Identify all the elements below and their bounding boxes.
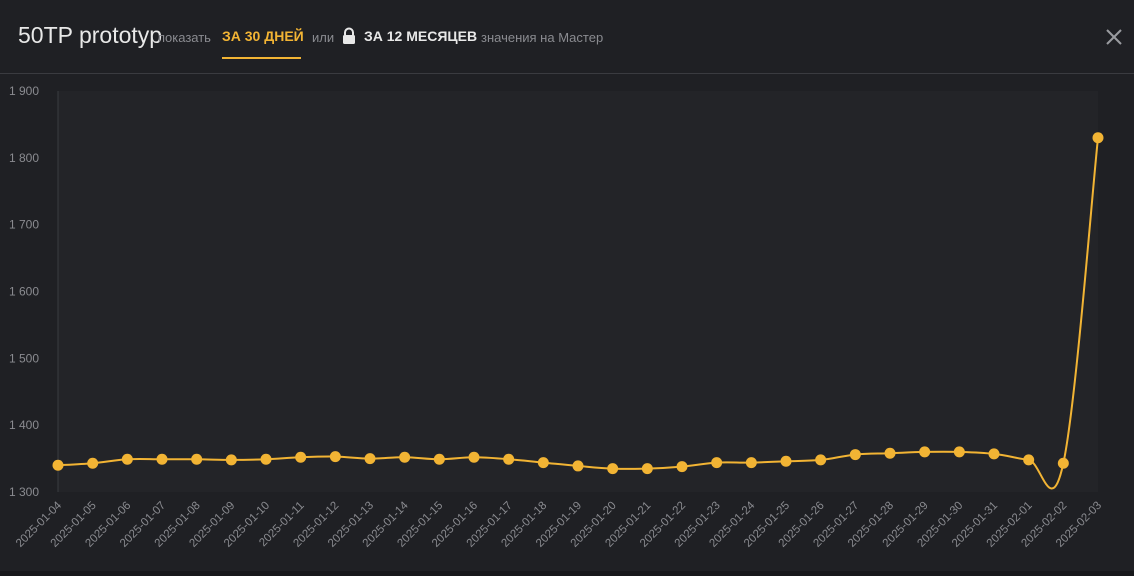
- data-point: [225, 454, 237, 466]
- or-label: или: [312, 30, 335, 45]
- data-point: [988, 448, 1000, 460]
- data-point: [87, 457, 99, 469]
- data-point: [433, 453, 445, 465]
- data-point: [121, 453, 133, 465]
- data-point: [295, 451, 307, 463]
- data-point: [953, 446, 965, 458]
- data-point: [1023, 454, 1035, 466]
- y-tick-label: 1 700: [9, 218, 39, 232]
- y-tick-label: 1 500: [9, 351, 39, 365]
- plot-area: [58, 91, 1098, 492]
- tab-12-months[interactable]: ЗА 12 МЕСЯЦЕВ: [364, 28, 478, 44]
- header-bar: 50TP prototyp показать ЗА 30 ДНЕЙ или ЗА…: [0, 0, 1134, 74]
- data-point: [607, 463, 619, 475]
- data-point: [711, 457, 723, 469]
- data-point: [260, 453, 272, 465]
- y-tick-label: 1 600: [9, 285, 39, 299]
- data-point: [745, 457, 757, 469]
- data-point: [399, 451, 411, 463]
- data-point: [1057, 457, 1069, 469]
- lock-icon: [343, 27, 355, 44]
- data-point: [537, 457, 549, 469]
- data-point: [572, 460, 584, 472]
- data-point: [919, 446, 931, 458]
- data-point: [468, 451, 480, 463]
- data-point: [191, 453, 203, 465]
- y-tick-label: 1 900: [9, 84, 39, 98]
- data-point: [364, 453, 376, 465]
- data-point: [503, 453, 515, 465]
- page-title: 50TP prototyp: [18, 22, 163, 48]
- data-point: [815, 454, 827, 466]
- data-point: [329, 451, 341, 463]
- series-line: [57, 137, 1099, 490]
- data-point: [884, 447, 896, 459]
- show-label: показать: [158, 30, 211, 45]
- data-point: [676, 461, 688, 473]
- y-tick-label: 1 300: [9, 485, 39, 499]
- data-point: [849, 449, 861, 461]
- y-tick-label: 1 400: [9, 418, 39, 432]
- tab-30-days[interactable]: ЗА 30 ДНЕЙ: [222, 28, 304, 44]
- data-point: [641, 463, 653, 475]
- master-values-label: значения на Мастер: [481, 30, 604, 45]
- data-point: [1092, 132, 1104, 144]
- data-point: [52, 459, 64, 471]
- data-point: [780, 455, 792, 467]
- active-tab-underline: [222, 57, 301, 59]
- bottom-strip: [0, 571, 1134, 576]
- close-icon[interactable]: [1104, 27, 1124, 47]
- y-tick-label: 1 800: [9, 151, 39, 165]
- data-point: [156, 453, 168, 465]
